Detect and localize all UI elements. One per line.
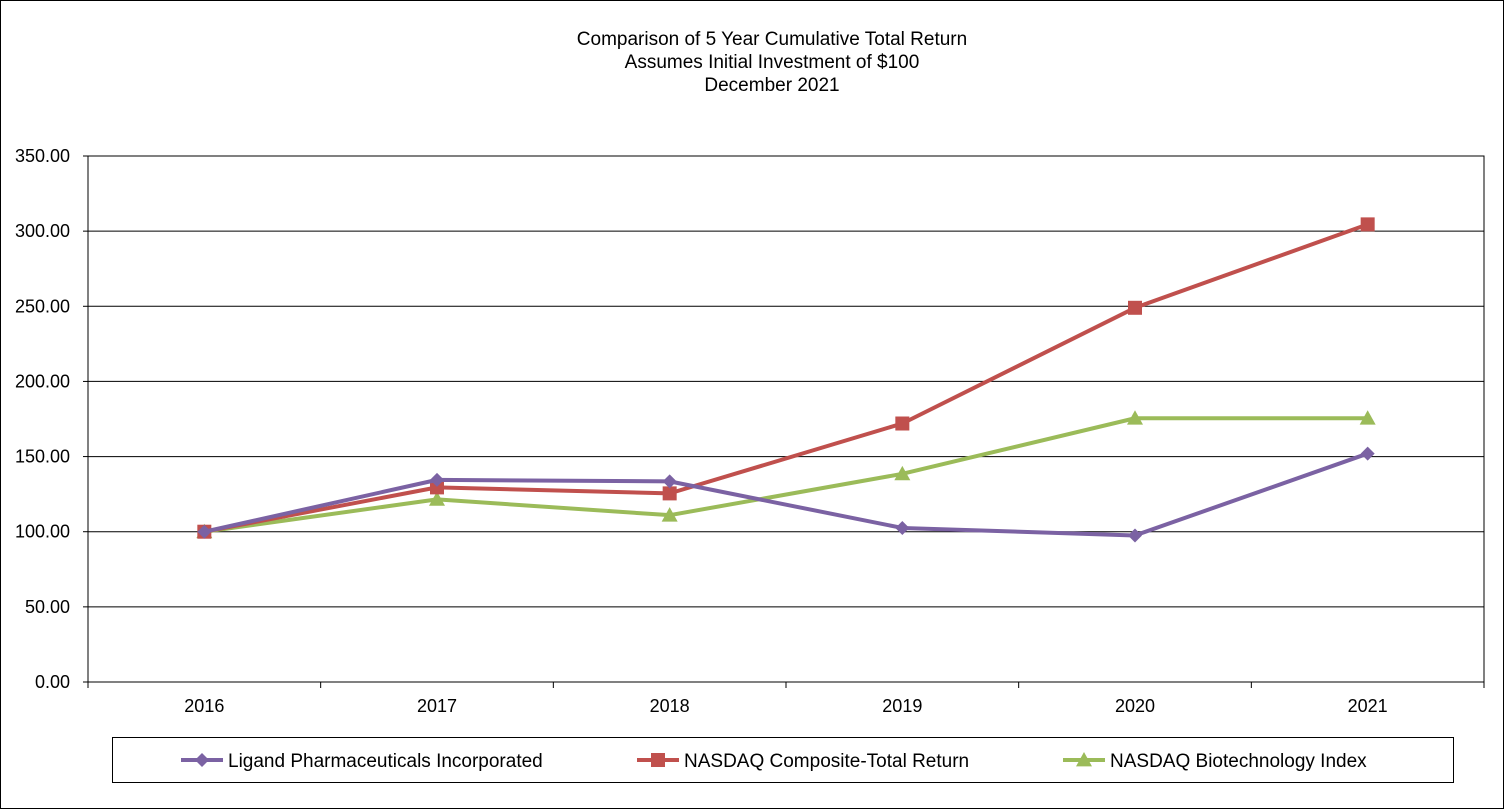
series-1-point (895, 520, 910, 535)
chart-date: December 2021 (704, 75, 840, 96)
y-tick-label: 100.00 (15, 522, 70, 542)
y-tick-label: 150.00 (15, 447, 70, 467)
series-line-2 (203, 222, 1369, 534)
chart-titles: Comparison of 5 Year Cumulative Total Re… (0, 28, 1504, 97)
series-2-point (895, 416, 910, 431)
x-tick-label: 2018 (650, 696, 690, 716)
series-2-point (662, 486, 677, 501)
legend-label-1: Ligand Pharmaceuticals Incorporated (228, 751, 543, 772)
series-3-point (1359, 410, 1376, 425)
chart-subtitle: Assumes Initial Investment of $100 (624, 52, 920, 73)
y-tick-label: 50.00 (25, 597, 70, 617)
y-tick-label: 250.00 (15, 296, 70, 316)
series-1-point (1128, 528, 1142, 543)
chart-legend: Ligand Pharmaceuticals Incorporated NASDA… (112, 737, 1454, 783)
y-tick-label: 350.00 (15, 146, 70, 166)
x-tick-label: 2020 (1115, 696, 1155, 716)
y-tick-label: 300.00 (15, 221, 70, 241)
legend-marker-2 (651, 753, 665, 767)
legend-label-2: NASDAQ Composite-Total Return (684, 751, 969, 772)
series-1-point (197, 524, 212, 539)
x-tick-label: 2016 (184, 696, 224, 716)
x-tick-label: 2019 (882, 696, 922, 716)
series-3-point (661, 507, 678, 522)
chart-title: Comparison of 5 Year Cumulative Total Re… (576, 29, 968, 50)
series-line-1 (203, 451, 1369, 538)
x-tick-label: 2017 (417, 696, 457, 716)
legend-items: Ligand Pharmaceuticals Incorporated NASDA… (181, 751, 1367, 772)
y-tick-label: 0.00 (35, 672, 70, 692)
x-tick-label: 2021 (1348, 696, 1388, 716)
series-1-point (430, 472, 444, 487)
series-1-point (1360, 446, 1375, 461)
series-3-point (1127, 410, 1143, 425)
series-2-point (430, 480, 444, 495)
series-1-point (662, 474, 677, 489)
series-3-point (894, 465, 911, 481)
legend-label-3: NASDAQ Biotechnology Index (1110, 751, 1367, 772)
y-tick-label: 200.00 (15, 371, 70, 391)
series-line-3 (204, 416, 1368, 534)
series-2-point (1360, 217, 1375, 232)
series-2-point (1128, 300, 1142, 315)
series-3-point (429, 491, 445, 506)
legend-marker-3 (1076, 752, 1092, 767)
legend-marker-1 (195, 753, 209, 767)
